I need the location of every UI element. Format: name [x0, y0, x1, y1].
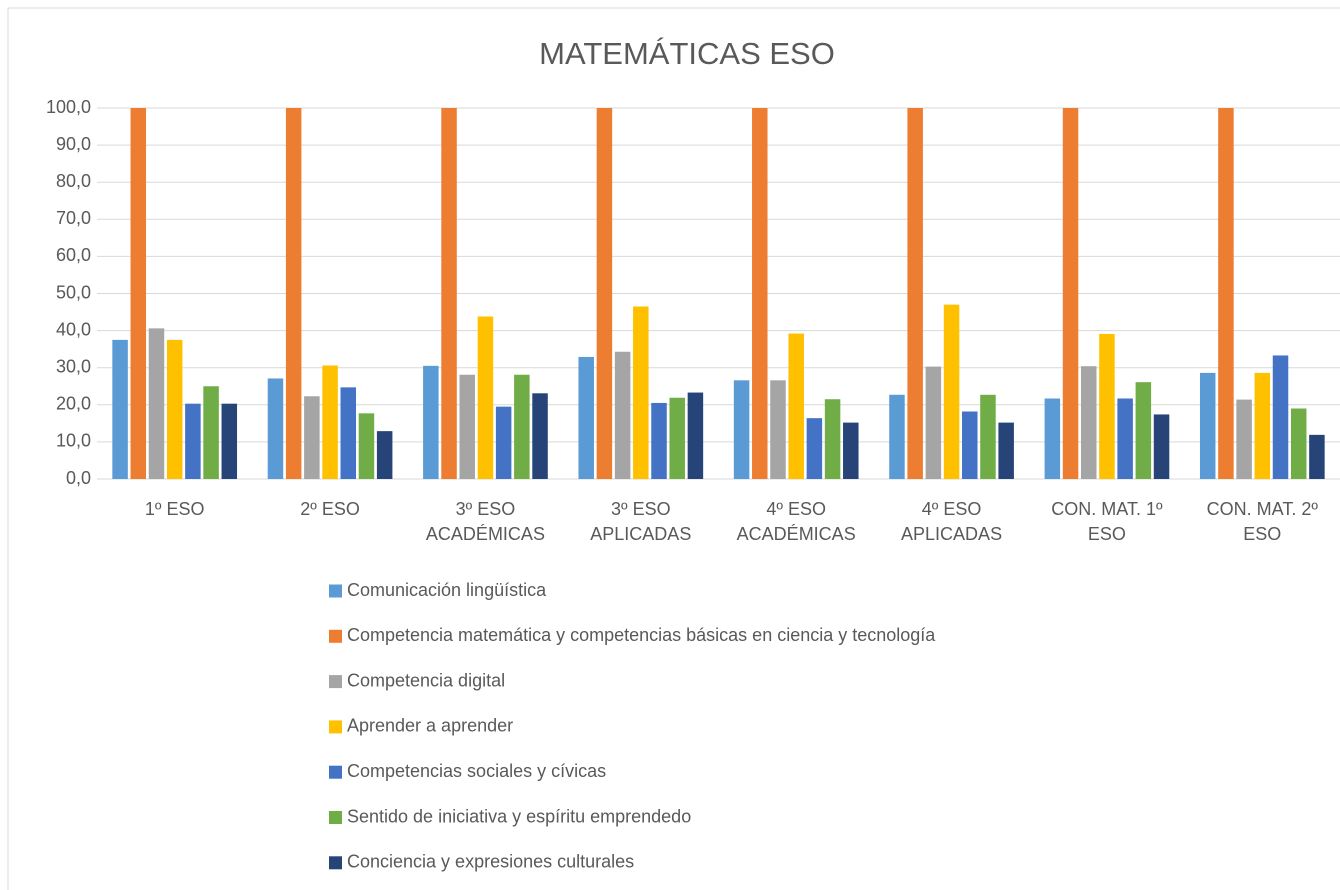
bar [633, 306, 649, 479]
bar [943, 304, 960, 479]
bar [1272, 355, 1289, 479]
legend-label: Sentido de iniciativa y espíritu emprend… [347, 806, 691, 826]
bar [614, 351, 631, 479]
y-tick-label: 10,0 [56, 431, 91, 451]
legend-swatch [329, 720, 342, 734]
bar [669, 397, 685, 479]
legend-swatch [329, 765, 342, 779]
bar [322, 365, 338, 479]
bar [998, 422, 1014, 479]
y-tick-label: 40,0 [56, 319, 91, 339]
y-tick-label: 80,0 [56, 171, 91, 191]
bar [1199, 372, 1216, 479]
x-tick-label: 4º ESO APLICADAS [901, 499, 1003, 544]
y-tick-label: 90,0 [56, 134, 91, 154]
bar [889, 394, 905, 479]
bar [962, 411, 978, 479]
bar [376, 431, 393, 479]
legend-swatch [329, 584, 342, 598]
legend-swatch [329, 675, 342, 689]
y-tick-label: 60,0 [56, 245, 91, 265]
bar [1135, 382, 1152, 479]
bar [925, 366, 942, 479]
bar [752, 108, 768, 479]
legend-swatch [329, 629, 342, 643]
chart-border [7, 7, 1340, 890]
bar [788, 333, 804, 479]
bar [166, 339, 183, 479]
bar [477, 316, 494, 479]
legend-label: Competencia matemática y competencias bá… [347, 625, 936, 645]
bar [148, 328, 165, 479]
bar [907, 108, 923, 479]
bar [1062, 108, 1079, 479]
x-tick-label: 3º ESO APLICADAS [590, 499, 692, 544]
legend-label: Aprender a aprender [347, 716, 513, 736]
bar [1099, 333, 1115, 479]
bar [806, 418, 823, 479]
bar [358, 413, 375, 479]
bar [1254, 372, 1271, 479]
bar [221, 403, 238, 479]
x-tick-label: 4º ESO ACADÉMICAS [736, 499, 856, 544]
bar [1290, 408, 1307, 479]
bar [1236, 399, 1252, 479]
x-tick-label: 1º ESO [144, 499, 205, 519]
bar [651, 402, 667, 479]
y-tick-label: 30,0 [56, 356, 91, 376]
bar [1044, 398, 1061, 479]
bar [733, 380, 750, 479]
chart-title: MATEMÁTICAS ESO [539, 36, 835, 71]
x-tick-label: 3º ESO ACADÉMICAS [425, 499, 545, 544]
bar [423, 365, 439, 479]
bar [441, 108, 457, 479]
bar [1117, 398, 1133, 479]
bar [304, 396, 320, 479]
bar [1153, 414, 1170, 479]
legend-label: Conciencia y expresiones culturales [347, 852, 634, 872]
bar [267, 378, 284, 479]
bar [495, 406, 512, 479]
y-tick-label: 70,0 [56, 208, 91, 228]
bar [459, 374, 475, 479]
bar [340, 387, 357, 479]
bar [1218, 108, 1234, 479]
y-tick-label: 50,0 [56, 282, 91, 302]
bar [1080, 366, 1097, 479]
bar [532, 393, 548, 479]
bar [203, 386, 219, 479]
bar [185, 403, 201, 479]
bar [770, 380, 786, 479]
legend-swatch [329, 811, 342, 824]
x-tick-label: CON. MAT. 1º ESO [1051, 499, 1163, 544]
bar [980, 394, 996, 479]
bar [1309, 434, 1325, 479]
y-tick-label: 0,0 [66, 468, 91, 488]
bar [596, 108, 613, 479]
bar [843, 422, 859, 479]
legend-label: Competencias sociales y cívicas [347, 761, 606, 781]
legend-swatch [329, 856, 342, 870]
x-tick-label: 2º ESO [300, 499, 360, 519]
legend-label: Competencia digital [347, 670, 505, 690]
y-tick-label: 100,0 [46, 97, 91, 117]
bar [112, 339, 128, 479]
bar [514, 374, 530, 479]
legend-label: Comunicación lingüística [347, 580, 547, 600]
bar [578, 356, 594, 479]
x-tick-label: CON. MAT. 2º ESO [1206, 499, 1318, 544]
y-tick-label: 20,0 [56, 394, 91, 414]
bar [687, 392, 704, 479]
bar [824, 399, 841, 479]
bar [130, 108, 147, 479]
bar [285, 108, 302, 479]
